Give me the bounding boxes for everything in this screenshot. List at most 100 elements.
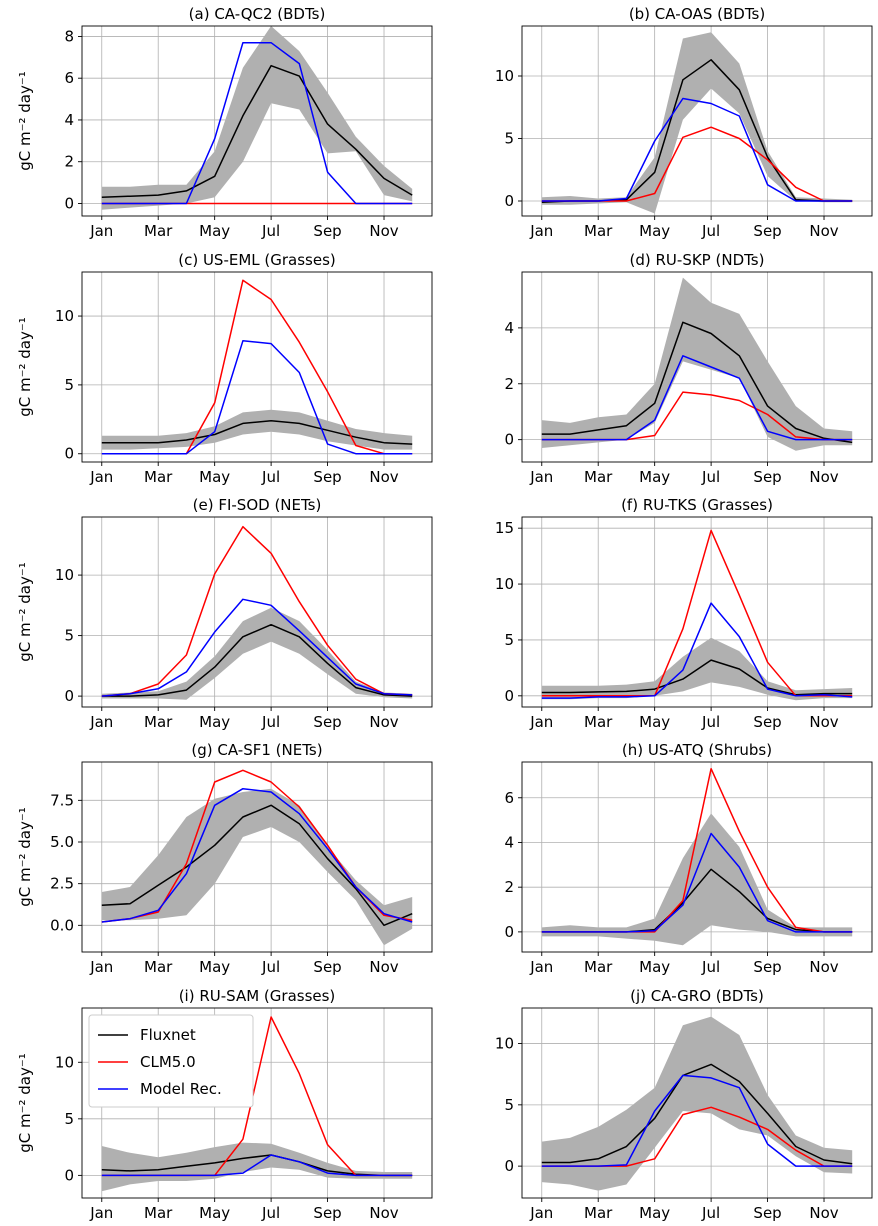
x-tick-label: Mar — [144, 713, 173, 731]
y-axis-label: gC m⁻² day⁻¹ — [16, 1053, 34, 1153]
series-line-model-rec — [101, 41, 413, 205]
x-tick-label: Mar — [144, 958, 173, 976]
panel-title: (g) CA-SF1 (NETs) — [191, 741, 322, 759]
x-tick-label: Jul — [701, 713, 720, 731]
y-tick-label: 10 — [55, 1053, 74, 1071]
plot-frame — [521, 1007, 873, 1199]
plot-frame — [81, 25, 433, 217]
series-line-model-rec — [541, 97, 853, 202]
series-line-model-rec — [101, 787, 413, 923]
x-tick-label: Mar — [584, 958, 613, 976]
y-tick-label: 6 — [504, 789, 514, 807]
x-tick-label: Nov — [809, 1204, 838, 1222]
series-line-model-rec — [101, 340, 413, 455]
x-tick-label: May — [639, 222, 670, 240]
y-tick-label: 15 — [495, 519, 514, 537]
y-tick-label: 0 — [64, 1166, 74, 1184]
legend-label: Fluxnet — [140, 1026, 196, 1044]
legend-box — [88, 1014, 254, 1108]
x-tick-label: Jan — [529, 222, 553, 240]
uncertainty-band — [101, 607, 413, 700]
panel-h: Jan Mar May Jul Sep Nov 0 2 4 6 (h) US-ATQ (Shrubs… — [504, 741, 873, 976]
y-tick-label: 10 — [495, 1035, 514, 1053]
x-tick-label: May — [199, 1204, 230, 1222]
x-tick-label: Sep — [313, 222, 341, 240]
y-tick-label: 5 — [504, 130, 514, 148]
y-tick-label: 4 — [504, 319, 514, 337]
legend-label: Model Rec. — [140, 1080, 222, 1098]
x-tick-label: Jul — [701, 468, 720, 486]
series-line-model-rec — [101, 598, 413, 697]
x-tick-label: Jan — [89, 468, 113, 486]
x-tick-label: Jul — [701, 222, 720, 240]
y-tick-label: 2 — [64, 153, 74, 171]
y-tick-label: 10 — [55, 307, 74, 325]
y-tick-label: 2.5 — [50, 875, 74, 893]
plot-frame — [521, 761, 873, 953]
x-tick-label: Jan — [529, 468, 553, 486]
panel-i: Jan Mar May Jul Sep Nov 0 5 10 (i) RU-SAM (Grasse… — [16, 987, 433, 1222]
x-tick-label: Nov — [809, 713, 838, 731]
x-tick-label: Mar — [584, 713, 613, 731]
x-tick-label: Jan — [529, 713, 553, 731]
series-line-fluxnet — [101, 1154, 413, 1177]
legend-label: CLM5.0 — [140, 1053, 196, 1071]
panel-e: Jan Mar May Jul Sep Nov 0 5 10 (e) FI-SOD (NETs) g… — [16, 496, 433, 731]
x-tick-label: Jul — [261, 468, 280, 486]
plot-frame — [81, 271, 433, 463]
panel-f: Jan Mar May Jul Sep Nov 0 5 10 15 (f) RU-TKS (Gras… — [495, 496, 873, 731]
x-tick-label: Jul — [261, 958, 280, 976]
plot-frame — [521, 25, 873, 217]
series-line-model-rec — [541, 1074, 853, 1167]
series-line-fluxnet — [101, 419, 413, 445]
x-tick-label: Sep — [313, 713, 341, 731]
series-line-model-rec — [541, 355, 853, 441]
panel-title: (c) US-EML (Grasses) — [178, 251, 336, 269]
x-tick-label: May — [199, 222, 230, 240]
series-line-fluxnet — [541, 1063, 853, 1165]
x-tick-label: Jan — [529, 958, 553, 976]
x-tick-label: Nov — [369, 468, 398, 486]
x-tick-label: May — [639, 1204, 670, 1222]
uncertainty-band — [541, 1016, 853, 1191]
panel-a: Jan Mar May Jul Sep Nov 0 2 4 6 8 (a) CA-QC2 (BDTs)… — [16, 5, 433, 240]
panel-title: (d) RU-SKP (NDTs) — [630, 251, 765, 269]
panel-g: Jan Mar May Jul Sep Nov 0.0 2.5 5.0 7.5 (g) CA-SF1… — [16, 741, 433, 976]
y-tick-label: 4 — [64, 111, 74, 129]
series-line-model-rec — [541, 832, 853, 933]
uncertainty-band — [541, 813, 853, 946]
panel-c: Jan Mar May Jul Sep Nov 0 5 10 (c) US-EML (Grasse… — [16, 251, 433, 486]
x-tick-label: Sep — [753, 713, 781, 731]
y-tick-label: 10 — [55, 566, 74, 584]
y-tick-label: 0 — [64, 194, 74, 212]
x-tick-label: Jan — [529, 1204, 553, 1222]
y-tick-label: 0 — [504, 1157, 514, 1175]
x-tick-label: Jan — [89, 713, 113, 731]
y-tick-label: 0.0 — [50, 916, 74, 934]
x-tick-label: May — [199, 713, 230, 731]
series-line-fluxnet — [101, 623, 413, 697]
x-tick-label: Jul — [701, 1204, 720, 1222]
plot-frame — [521, 516, 873, 708]
x-tick-label: Nov — [809, 468, 838, 486]
plot-frame — [81, 761, 433, 953]
x-tick-label: Jan — [89, 1204, 113, 1222]
y-axis-label: gC m⁻² day⁻¹ — [16, 317, 34, 417]
y-tick-label: 8 — [64, 27, 74, 45]
x-tick-label: Mar — [144, 468, 173, 486]
series-line-clm5-0 — [101, 525, 413, 697]
panel-title: (i) RU-SAM (Grasses) — [179, 987, 336, 1005]
x-tick-label: May — [639, 468, 670, 486]
x-tick-label: Mar — [584, 1204, 613, 1222]
y-tick-label: 5 — [504, 631, 514, 649]
x-tick-label: May — [199, 468, 230, 486]
x-tick-label: Sep — [753, 222, 781, 240]
series-line-fluxnet — [541, 659, 853, 696]
panel-title: (j) CA-GRO (BDTs) — [630, 987, 764, 1005]
panel-d: Jan Mar May Jul Sep Nov 0 2 4 (d) RU-SKP (NDTs) — [504, 251, 873, 486]
x-tick-label: Nov — [369, 222, 398, 240]
x-tick-label: Sep — [753, 468, 781, 486]
y-tick-label: 10 — [495, 575, 514, 593]
y-tick-label: 0 — [64, 687, 74, 705]
